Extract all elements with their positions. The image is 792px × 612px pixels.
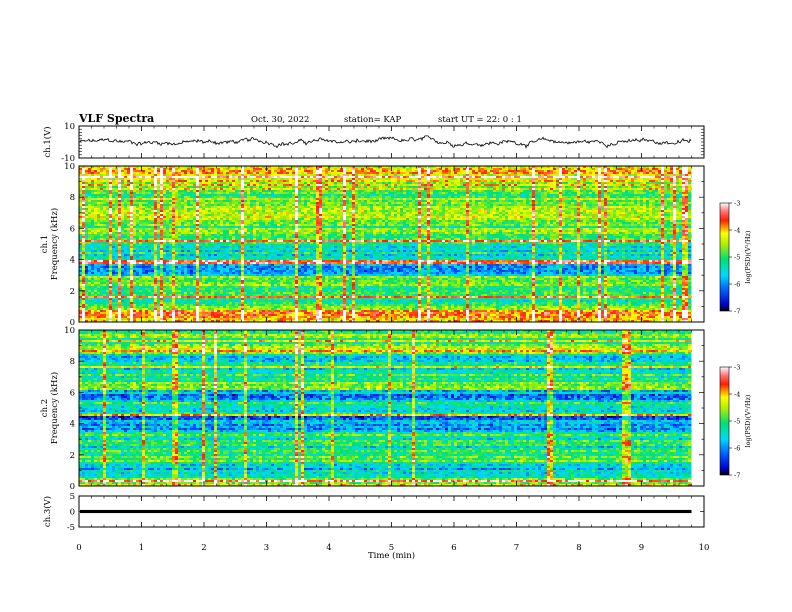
time-axis: 0 1 2 3 4 5 6 7 8 9 10 Time (min) (76, 543, 709, 561)
ch3-waveform-panel: 5 0 -5 ch.3(V) (42, 492, 705, 533)
x-tick-label: 9 (639, 543, 644, 553)
x-tick-label: 6 (451, 543, 456, 553)
x-tick-label: 3 (264, 543, 269, 553)
y-tick-label: 6 (70, 224, 75, 234)
colorbar-ramp (719, 202, 730, 312)
ch3-y-axis-label: ch.3(V) (42, 496, 53, 527)
y-tick-label: 4 (70, 420, 75, 430)
colorbar-tick-label: -4 (734, 227, 740, 235)
y-tick-label: 8 (70, 193, 75, 203)
ch1-y-axis-label: Frequency (kHz) (49, 208, 60, 280)
y-tick-label: 0 (70, 318, 75, 328)
y-tick-label: -5 (67, 523, 75, 533)
y-tick-label: 10 (64, 122, 75, 132)
colorbar-tick-label: -5 (734, 254, 740, 262)
ch2-channel-label: ch.2 (40, 399, 50, 417)
y-tick-label: 2 (70, 287, 75, 297)
y-tick-label: 8 (70, 357, 75, 367)
colorbar-tick-label: -3 (734, 200, 740, 208)
x-tick-label: 0 (76, 543, 81, 553)
figure-title: VLF Spectra (79, 112, 154, 125)
colorbar-tick-label: -3 (734, 364, 740, 372)
y-tick-label: 0 (70, 482, 75, 492)
ch1-waveform-line (79, 135, 692, 150)
colorbar-label: log(PSD)(V²/Hz) (744, 230, 752, 283)
y-tick-label: 10 (64, 326, 75, 336)
y-tick-label: 0 (70, 508, 75, 518)
y-tick-label: 4 (70, 256, 75, 266)
ch1-spectrogram-cells (79, 166, 692, 322)
x-tick-label: 10 (699, 543, 710, 553)
ch2-spectrogram-panel: 0 2 4 6 8 10 ch.2 Frequency (kHz) (40, 326, 705, 492)
colorbar-tick-label: -5 (734, 418, 740, 426)
ch1-waveform-panel: 10 -10 ch.1(V) (42, 122, 705, 164)
start-time-label: start UT = 22: 0 : 1 (438, 115, 522, 125)
colorbar-tick-label: -7 (734, 472, 740, 480)
ch1-channel-label: ch.1 (40, 235, 50, 253)
ch1-y-axis-label: ch.1(V) (42, 126, 53, 157)
x-tick-label: 7 (514, 543, 519, 553)
x-tick-label: 8 (576, 543, 581, 553)
ch2-colorbar: -3 -4 -5 -6 -7 log(PSD)(V²/Hz) (719, 364, 752, 480)
colorbar-ramp (719, 366, 730, 476)
station-label: station= KAP (344, 115, 401, 125)
x-tick-label: 5 (389, 543, 394, 553)
x-axis-label: Time (min) (368, 550, 415, 561)
x-tick-label: 2 (201, 543, 206, 553)
y-tick-label: 10 (64, 162, 75, 172)
ch1-colorbar: -3 -4 -5 -6 -7 log(PSD)(V²/Hz) (719, 200, 752, 316)
ch2-spectrogram-cells (79, 330, 692, 486)
x-tick-label: 4 (326, 543, 331, 553)
observation-date: Oct. 30, 2022 (251, 115, 309, 125)
y-tick-label: 5 (70, 492, 75, 502)
ch1-spectrogram-panel: 0 2 4 6 8 10 ch.1 Frequency (kHz) (40, 162, 705, 328)
x-tick-label: 1 (139, 543, 144, 553)
colorbar-tick-label: -6 (734, 445, 740, 453)
ch2-y-axis-label: Frequency (kHz) (49, 372, 60, 444)
y-tick-label: -10 (61, 154, 75, 164)
ch3-waveform-band (80, 509, 692, 514)
colorbar-label: log(PSD)(V²/Hz) (744, 394, 752, 447)
y-tick-label: 6 (70, 388, 75, 398)
colorbar-tick-label: -7 (734, 308, 740, 316)
colorbar-tick-label: -4 (734, 391, 740, 399)
colorbar-tick-label: -6 (734, 281, 740, 289)
y-tick-label: 2 (70, 451, 75, 461)
